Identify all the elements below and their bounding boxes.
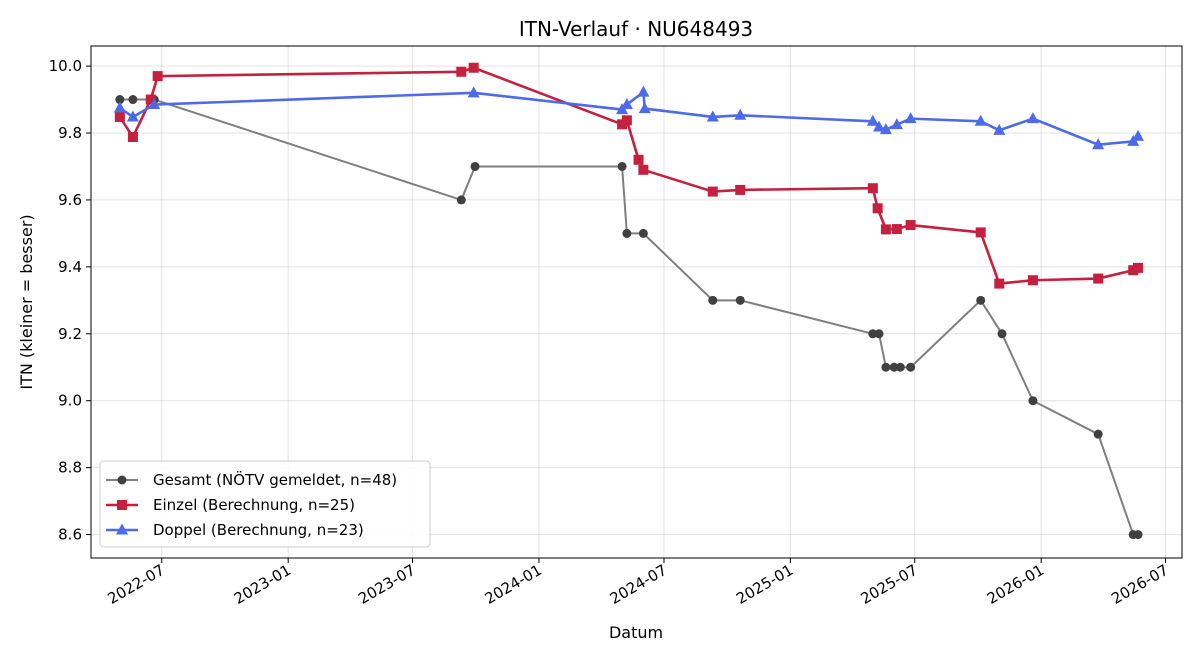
data-point-gesamt [1093, 429, 1103, 439]
data-point-einzel [145, 94, 156, 105]
legend: Gesamt (NÖTV gemeldet, n=48) Einzel (Bere… [99, 460, 431, 548]
data-point-doppel [706, 110, 719, 122]
legend-marker-doppel [116, 523, 128, 535]
series-doppel [113, 85, 1145, 150]
legend-label-doppel: Doppel (Berechnung, n=23) [153, 521, 364, 539]
data-point-gesamt [456, 195, 466, 205]
series-einzel [114, 62, 1144, 289]
data-point-gesamt [1028, 396, 1038, 406]
data-point-gesamt [889, 362, 899, 372]
data-point-einzel [456, 66, 467, 77]
data-point-einzel [994, 278, 1005, 289]
data-point-einzel [638, 164, 649, 175]
y-tick-label: 8.6 [58, 526, 82, 544]
data-point-doppel [866, 114, 879, 126]
y-axis-title: ITN (kleiner = besser) [17, 214, 36, 389]
data-point-gesamt [708, 295, 718, 305]
chart-title: ITN-Verlauf · NU648493 [519, 17, 753, 41]
data-point-doppel [904, 112, 917, 124]
data-point-einzel [867, 183, 878, 194]
data-point-gesamt [906, 362, 916, 372]
data-point-gesamt [881, 362, 891, 372]
data-point-doppel [1092, 138, 1105, 150]
data-point-doppel [637, 85, 650, 97]
data-point-einzel [152, 71, 163, 82]
data-point-doppel [1026, 112, 1039, 124]
data-point-doppel [974, 114, 987, 126]
legend-entries: Gesamt (NÖTV gemeldet, n=48) Einzel (Bere… [106, 470, 397, 539]
data-point-einzel [975, 227, 986, 238]
data-point-einzel [891, 224, 902, 235]
data-point-doppel [1132, 129, 1145, 141]
data-point-einzel [127, 132, 138, 143]
data-point-gesamt [128, 95, 138, 105]
data-point-einzel [621, 115, 632, 126]
y-tick-label: 9.8 [58, 124, 82, 142]
series-gesamt [115, 95, 1143, 540]
data-point-doppel [879, 123, 892, 135]
data-point-gesamt [895, 362, 905, 372]
data-point-gesamt [997, 329, 1007, 339]
data-point-gesamt [622, 228, 632, 238]
x-axis-title: Datum [609, 623, 663, 642]
data-point-gesamt [617, 161, 627, 171]
data-point-einzel [707, 186, 718, 197]
y-tick-label: 9.6 [58, 191, 82, 209]
data-point-einzel [735, 184, 746, 195]
data-point-doppel [734, 108, 747, 120]
y-tick-label: 9.0 [58, 392, 82, 410]
data-point-doppel [467, 86, 480, 98]
data-point-einzel [114, 111, 125, 122]
data-point-gesamt [638, 228, 648, 238]
data-point-einzel [633, 154, 644, 165]
data-point-doppel [126, 110, 139, 122]
grid [91, 46, 1182, 558]
data-point-doppel [638, 102, 651, 114]
legend-box [99, 460, 431, 548]
data-point-doppel [620, 98, 633, 110]
data-point-gesamt [1133, 530, 1143, 540]
data-point-doppel [993, 123, 1006, 135]
data-point-einzel [1133, 262, 1144, 273]
data-point-einzel [468, 62, 479, 73]
plot-frame [90, 45, 1183, 559]
data-point-gesamt [735, 295, 745, 305]
legend-label-einzel: Einzel (Berechnung, n=25) [153, 496, 355, 514]
data-point-einzel [1093, 273, 1104, 284]
data-point-gesamt [115, 95, 125, 105]
data-point-doppel [890, 118, 903, 130]
series-layer [113, 62, 1145, 540]
data-point-gesamt [470, 161, 480, 171]
data-point-einzel [1027, 275, 1038, 286]
legend-marker-gesamt [117, 475, 127, 485]
y-tick-label: 9.4 [58, 258, 82, 276]
data-point-doppel [113, 101, 126, 113]
y-tick-label: 8.8 [58, 459, 82, 477]
data-point-gesamt [874, 329, 884, 339]
data-point-einzel [905, 220, 916, 231]
data-point-doppel [873, 120, 886, 132]
data-point-gesamt [868, 329, 878, 339]
data-point-einzel [880, 224, 891, 235]
data-point-doppel [148, 98, 161, 110]
data-point-einzel [872, 203, 883, 214]
legend-label-gesamt: Gesamt (NÖTV gemeldet, n=48) [153, 470, 397, 489]
data-point-gesamt [976, 295, 986, 305]
legend-marker-einzel [117, 500, 127, 510]
y-tick-label: 9.2 [58, 325, 82, 343]
y-tick-label: 10.0 [49, 57, 82, 75]
